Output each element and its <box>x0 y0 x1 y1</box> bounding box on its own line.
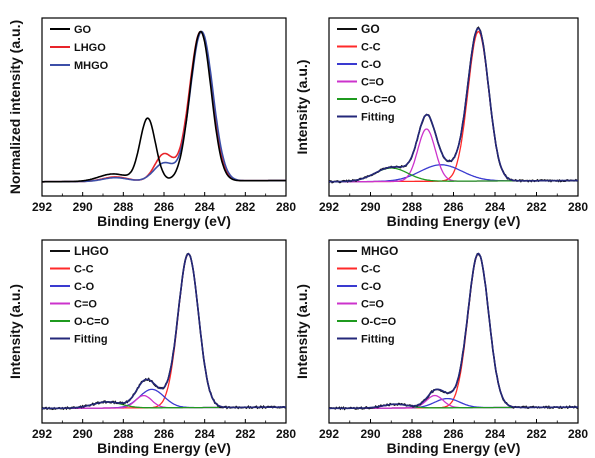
legend-label: Fitting <box>361 112 395 124</box>
x-tick-label: 292 <box>319 200 339 214</box>
legend-label: C=O <box>74 299 97 311</box>
y-axis-label: Intensity (a.u.) <box>294 60 310 155</box>
legend-label: LHGO <box>74 42 106 54</box>
x-tick-label: 282 <box>526 427 546 441</box>
y-axis-label: Normalized intensity (a.u.) <box>7 20 23 194</box>
x-tick-label: 286 <box>154 427 174 441</box>
x-axis-label: Binding Energy (eV) <box>387 440 521 456</box>
x-tick-label: 280 <box>276 200 296 214</box>
x-tick-label: 292 <box>319 427 339 441</box>
legend-label: MHGO <box>361 244 398 258</box>
fitting-envelope-line <box>42 252 286 410</box>
x-tick-label: 284 <box>485 427 505 441</box>
x-tick-label: 290 <box>360 200 380 214</box>
legend: LHGO C-C C-O C=O O-C=O Fitting <box>50 244 110 346</box>
chart-panel-1: 292 290 288 286 284 282 280 Binding Energy (eV)… <box>7 17 296 229</box>
x-tick-label: 290 <box>360 427 380 441</box>
legend-label: C=O <box>361 299 384 311</box>
x-tick-label: 288 <box>113 200 133 214</box>
legend-label: GO <box>361 22 380 36</box>
x-axis-label: Binding Energy (eV) <box>387 213 521 229</box>
x-tick-label: 280 <box>276 427 296 441</box>
x-tick-label: 284 <box>485 200 505 214</box>
x-tick-label: 280 <box>568 200 588 214</box>
chart-panel-4: 292 290 288 286 284 282 280 Binding Energy (eV)… <box>294 239 588 456</box>
legend-label: C-O <box>361 59 382 71</box>
x-tick-label: 284 <box>195 200 215 214</box>
legend-label: C-O <box>361 281 382 293</box>
legend: GO C-C C-O C=O O-C=O Fitting <box>337 22 397 124</box>
legend: MHGO C-C C-O C=O O-C=O Fitting <box>337 244 398 346</box>
legend: GO LHGO MHGO <box>50 24 109 72</box>
legend-label: C-C <box>74 264 94 276</box>
y-axis-label: Intensity (a.u.) <box>7 284 23 379</box>
x-tick-label: 280 <box>568 427 588 441</box>
y-axis-label: Intensity (a.u.) <box>294 284 310 379</box>
legend-label: C-O <box>74 281 95 293</box>
legend-label: O-C=O <box>361 316 397 328</box>
x-tick-label: 288 <box>402 427 422 441</box>
legend-label: GO <box>74 24 92 36</box>
x-tick-label: 284 <box>195 427 215 441</box>
x-tick-label: 288 <box>113 427 133 441</box>
x-tick-label: 282 <box>235 200 255 214</box>
legend-label: Fitting <box>361 334 395 346</box>
x-tick-label: 282 <box>526 200 546 214</box>
x-tick-label: 292 <box>32 200 52 214</box>
series-line-go <box>42 30 286 183</box>
legend-label: LHGO <box>74 244 109 258</box>
x-tick-label: 286 <box>443 200 463 214</box>
x-tick-label: 290 <box>73 200 93 214</box>
x-tick-label: 286 <box>443 427 463 441</box>
chart-panel-3: 292 290 288 286 284 282 280 Binding Energy (eV)… <box>7 239 296 456</box>
legend-label: C-C <box>361 42 381 54</box>
legend-label: Fitting <box>74 334 108 346</box>
legend-label: O-C=O <box>361 94 397 106</box>
x-tick-label: 292 <box>32 427 52 441</box>
chart-panel-2: 292 290 288 286 284 282 280 Binding Energy (eV)… <box>294 17 588 229</box>
legend-label: O-C=O <box>74 316 110 328</box>
x-tick-label: 290 <box>73 427 93 441</box>
fitting-envelope-line <box>329 27 578 183</box>
x-axis-label: Binding Energy (eV) <box>97 440 231 456</box>
x-tick-label: 288 <box>402 200 422 214</box>
x-tick-label: 286 <box>154 200 174 214</box>
legend-label: MHGO <box>74 60 109 72</box>
fitting-envelope-line <box>329 252 578 410</box>
legend-label: C-C <box>361 264 381 276</box>
x-tick-label: 282 <box>235 427 255 441</box>
legend-label: C=O <box>361 77 384 89</box>
x-axis-label: Binding Energy (eV) <box>97 213 231 229</box>
